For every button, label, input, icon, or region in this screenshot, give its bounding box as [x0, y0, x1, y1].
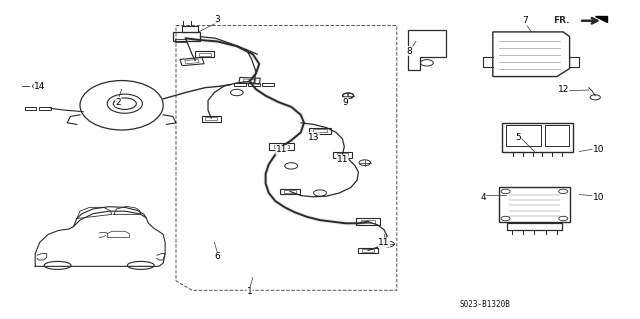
Bar: [275, 145, 289, 148]
Text: 9: 9: [343, 98, 348, 107]
Text: 3: 3: [215, 15, 220, 24]
Bar: [182, 26, 198, 32]
Bar: [185, 59, 199, 64]
Bar: [202, 116, 221, 122]
Bar: [180, 57, 204, 66]
Text: 10: 10: [593, 193, 604, 202]
Bar: [362, 249, 374, 252]
Bar: [199, 53, 211, 56]
Bar: [25, 107, 36, 110]
Text: 11: 11: [337, 155, 348, 164]
Text: 12: 12: [557, 85, 569, 94]
Text: 11: 11: [378, 238, 390, 247]
Bar: [262, 83, 274, 86]
Bar: [239, 78, 260, 84]
Bar: [545, 125, 569, 146]
Bar: [243, 79, 256, 82]
Bar: [205, 117, 217, 120]
Text: S023-B1320B: S023-B1320B: [460, 300, 511, 309]
Bar: [358, 248, 378, 253]
Bar: [173, 32, 200, 41]
Text: 7: 7: [522, 16, 527, 25]
Text: 14: 14: [34, 82, 45, 91]
Bar: [175, 39, 186, 42]
Bar: [280, 189, 300, 194]
Text: 1: 1: [247, 287, 252, 296]
Text: 5: 5: [516, 133, 521, 142]
Bar: [309, 128, 332, 134]
Bar: [248, 83, 260, 86]
Text: 11: 11: [276, 145, 287, 154]
Bar: [337, 153, 348, 156]
Bar: [39, 107, 51, 110]
Text: 6: 6: [215, 252, 220, 261]
Text: 13: 13: [308, 133, 319, 142]
Bar: [361, 220, 375, 223]
Text: 8: 8: [407, 47, 412, 56]
Bar: [499, 187, 570, 222]
Text: 4: 4: [481, 193, 486, 202]
Bar: [502, 123, 573, 152]
Text: 2: 2: [116, 98, 121, 107]
Bar: [234, 83, 246, 86]
Bar: [195, 51, 214, 57]
Polygon shape: [595, 16, 607, 22]
Bar: [333, 152, 352, 158]
Bar: [284, 190, 296, 193]
Bar: [506, 125, 541, 146]
Text: 10: 10: [593, 145, 604, 154]
Bar: [356, 218, 380, 225]
Bar: [269, 143, 294, 150]
Text: FR.: FR.: [553, 16, 570, 25]
Bar: [314, 129, 326, 132]
Bar: [507, 223, 562, 230]
